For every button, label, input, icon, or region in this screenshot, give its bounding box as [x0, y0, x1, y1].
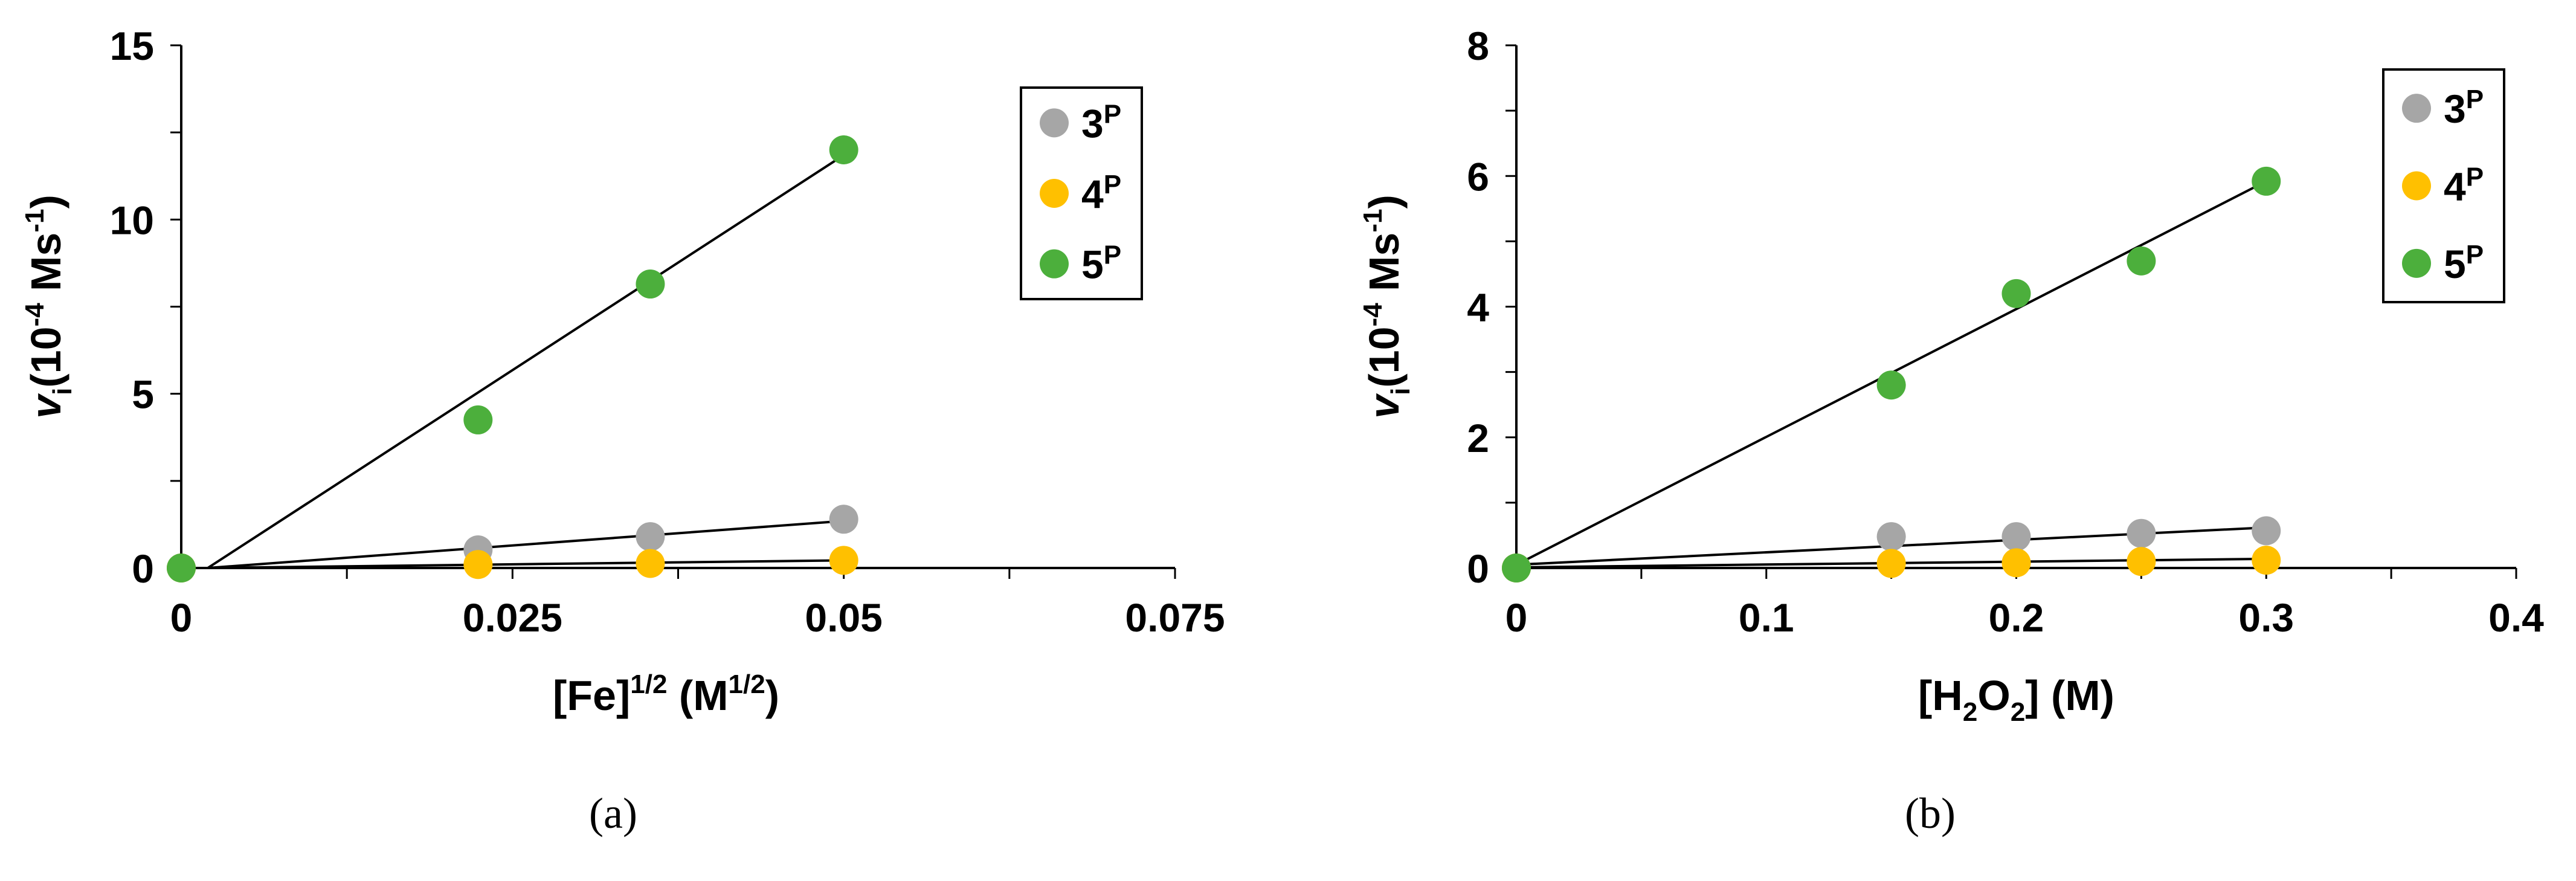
y-tick-label: 0 [132, 546, 154, 591]
x-tick-label: 0 [170, 595, 193, 640]
data-point-series-5 [2001, 279, 2031, 308]
y-tick-label: 8 [1467, 24, 1489, 68]
data-point-series-5 [167, 553, 196, 582]
data-point-series-4 [2001, 548, 2031, 578]
y-tick-label: 5 [132, 372, 154, 417]
legend-label-series-5: 5P [1081, 240, 1121, 287]
data-point-series-4 [463, 550, 493, 579]
data-point-series-5 [1876, 370, 1906, 400]
x-axis-label: [Fe]1/2 (M1/2) [553, 670, 779, 719]
data-point-series-3 [2252, 516, 2281, 546]
legend-marker-series-4 [2402, 171, 2431, 201]
data-point-series-3 [1876, 522, 1906, 552]
data-point-series-4 [1876, 549, 1906, 578]
data-point-series-4 [636, 549, 665, 578]
y-axis-label: vi(10-4 Ms-1) [20, 195, 77, 419]
legend: 3P 4P 5P [1020, 86, 1143, 300]
fit-line-series-3 [207, 520, 844, 569]
legend-label-series-4: 4P [2444, 163, 2484, 209]
x-tick-label: 0 [1505, 595, 1528, 640]
y-axis-label: vi(10-4 Ms-1) [1358, 195, 1415, 419]
legend: 3P 4P 5P [2382, 68, 2505, 303]
x-tick-label: 0.3 [2238, 595, 2294, 640]
data-point-series-5 [2127, 246, 2156, 276]
panel-caption: (b) [1905, 789, 1956, 837]
x-tick-label: 0.2 [1989, 595, 2044, 640]
x-tick-label: 0.075 [1125, 595, 1225, 640]
fit-line-series-4 [207, 559, 844, 569]
x-tick-label: 0.025 [463, 595, 562, 640]
data-point-series-4 [2252, 546, 2281, 575]
legend-label-series-3: 3P [2444, 85, 2484, 131]
data-point-series-3 [2127, 518, 2156, 548]
chart-panel-a: 0 5 10 15 0 0.025 0.05 0.075 [Fe]1/2 (M1/2) vi(10… [20, 24, 1225, 837]
chart-panel-b: 0 2 4 6 8 0 0.1 0.2 0.3 0.4 [H2O2] (M) vi(10-4 Ms-1… [1358, 24, 2544, 837]
x-tick-label: 0.1 [1739, 595, 1794, 640]
legend-label-series-4: 4P [1081, 170, 1121, 216]
x-tick-label: 0.4 [2488, 595, 2544, 640]
data-point-series-5 [2252, 166, 2281, 196]
fit-line-series-5 [207, 153, 845, 569]
legend-marker-series-5 [1040, 249, 1069, 279]
legend-label-series-3: 3P [1081, 99, 1121, 146]
data-point-series-3 [636, 522, 665, 552]
data-point-series-5 [636, 269, 665, 299]
y-tick-label: 6 [1467, 154, 1489, 199]
data-point-series-5 [1502, 553, 1531, 582]
y-tick-label: 4 [1467, 285, 1489, 330]
data-point-series-5 [829, 135, 858, 164]
panel-caption: (a) [589, 789, 637, 837]
data-point-series-5 [463, 405, 493, 434]
x-tick-label: 0.05 [805, 595, 882, 640]
x-axis-label: [H2O2] (M) [1918, 672, 2114, 727]
y-tick-label: 15 [110, 24, 154, 68]
legend-marker-series-5 [2402, 248, 2431, 278]
legend-marker-series-3 [2402, 94, 2431, 123]
data-point-series-3 [829, 505, 858, 534]
data-point-series-4 [829, 546, 858, 575]
legend-label-series-5: 5P [2444, 240, 2484, 286]
legend-marker-series-4 [1040, 179, 1069, 208]
legend-marker-series-3 [1040, 108, 1069, 138]
y-tick-label: 2 [1467, 416, 1489, 460]
data-point-series-4 [2127, 547, 2156, 576]
data-point-series-3 [2001, 522, 2031, 552]
y-tick-label: 0 [1467, 546, 1489, 591]
y-tick-label: 10 [110, 198, 154, 242]
